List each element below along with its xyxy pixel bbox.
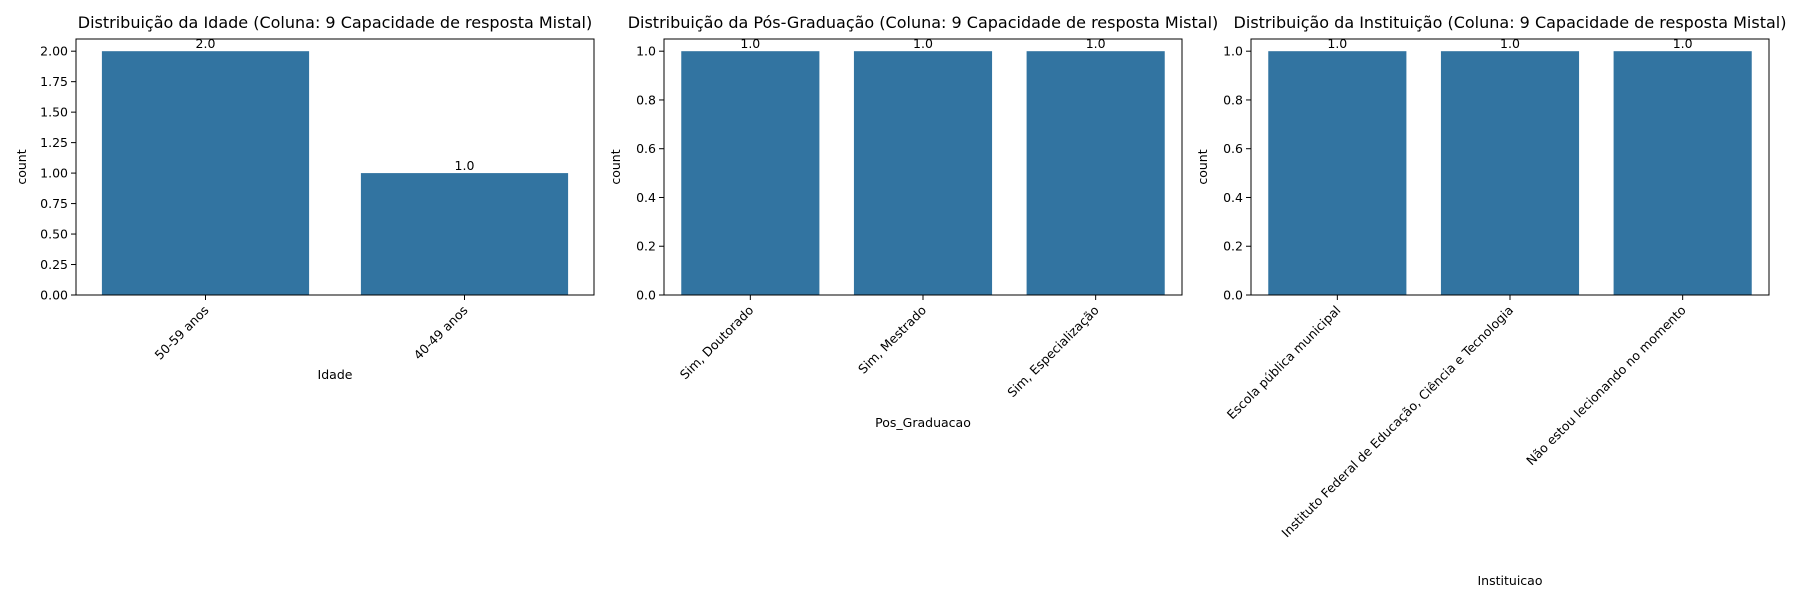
y-tick-label: 0.00 [40, 288, 68, 303]
y-tick-label: 0.6 [636, 141, 656, 156]
data-label: 1.0 [740, 36, 760, 51]
y-tick-label: 1.25 [40, 135, 68, 150]
y-tick-label: 0.0 [1223, 288, 1243, 303]
y-tick-label: 0.4 [1223, 190, 1243, 205]
chart-marks: 2.0 50-59 anos 1.0 40-49 anos 0.00 0.25 0.50 0.… [40, 36, 595, 363]
y-axis-label: count [14, 149, 29, 184]
chart-marks: 1.0 Sim, Doutorado 1.0 Sim, Mestrado 1.0 Sim,… [636, 36, 1183, 401]
y-tick-label: 0.75 [40, 196, 68, 211]
data-label: 2.0 [196, 36, 216, 51]
bar [101, 51, 310, 295]
x-tick-label: 50-59 anos [151, 303, 211, 363]
chart-title: Distribuição da Instituição (Coluna: 9 C… [1234, 13, 1787, 32]
y-tick-label: 0.8 [636, 92, 656, 107]
y-tick-label: 1.75 [40, 74, 68, 89]
subplot-idade: Distribuição da Idade (Coluna: 9 Capacid… [14, 13, 595, 382]
bar [681, 51, 820, 295]
y-axis-label: count [1195, 149, 1210, 184]
y-tick-label: 0.2 [1223, 239, 1243, 254]
bar [1440, 51, 1580, 295]
data-label: 1.0 [455, 158, 475, 173]
y-tick-label: 2.00 [40, 44, 68, 59]
y-tick-label: 0.0 [636, 288, 656, 303]
x-axis-label: Instituicao [1478, 573, 1543, 588]
x-tick-label: Sim, Mestrado [855, 303, 929, 377]
data-label: 1.0 [1086, 36, 1106, 51]
y-tick-label: 0.8 [1223, 92, 1243, 107]
y-tick-label: 1.00 [40, 166, 68, 181]
axes-frame [75, 38, 595, 296]
y-tick-label: 0.6 [1223, 141, 1243, 156]
x-tick-label: Não estou lecionando no momento [1523, 303, 1689, 469]
subplot-pos-graduacao: Distribuição da Pós-Graduação (Coluna: 9… [608, 13, 1218, 430]
x-axis-label: Pos_Graduacao [875, 415, 971, 430]
y-tick-label: 1.0 [636, 44, 656, 59]
bar [1613, 51, 1752, 295]
y-tick-label: 0.4 [636, 190, 656, 205]
bar [360, 173, 569, 295]
x-tick-label: Sim, Doutorado [677, 303, 757, 383]
data-label: 1.0 [1673, 36, 1693, 51]
x-axis-label: Idade [318, 367, 353, 382]
subplot-instituicao: Distribuição da Instituição (Coluna: 9 C… [1195, 13, 1786, 588]
bar [1268, 51, 1407, 295]
y-tick-label: 0.50 [40, 227, 68, 242]
x-tick-label: Escola pública municipal [1224, 303, 1344, 423]
y-tick-label: 0.25 [40, 257, 68, 272]
axes-frame [1250, 38, 1770, 296]
data-label: 1.0 [913, 36, 933, 51]
chart-title: Distribuição da Idade (Coluna: 9 Capacid… [78, 13, 592, 32]
y-axis-label: count [608, 149, 623, 184]
data-label: 1.0 [1327, 36, 1347, 51]
y-tick-label: 1.50 [40, 105, 68, 120]
x-tick-label: 40-49 anos [410, 303, 470, 363]
data-label: 1.0 [1500, 36, 1520, 51]
x-tick-label: Sim, Especialização [1004, 303, 1102, 401]
chart-title: Distribuição da Pós-Graduação (Coluna: 9… [628, 13, 1219, 32]
y-tick-label: 0.2 [636, 239, 656, 254]
y-tick-label: 1.0 [1223, 44, 1243, 59]
bar [1026, 51, 1165, 295]
axes-frame [663, 38, 1183, 296]
bar [853, 51, 993, 295]
